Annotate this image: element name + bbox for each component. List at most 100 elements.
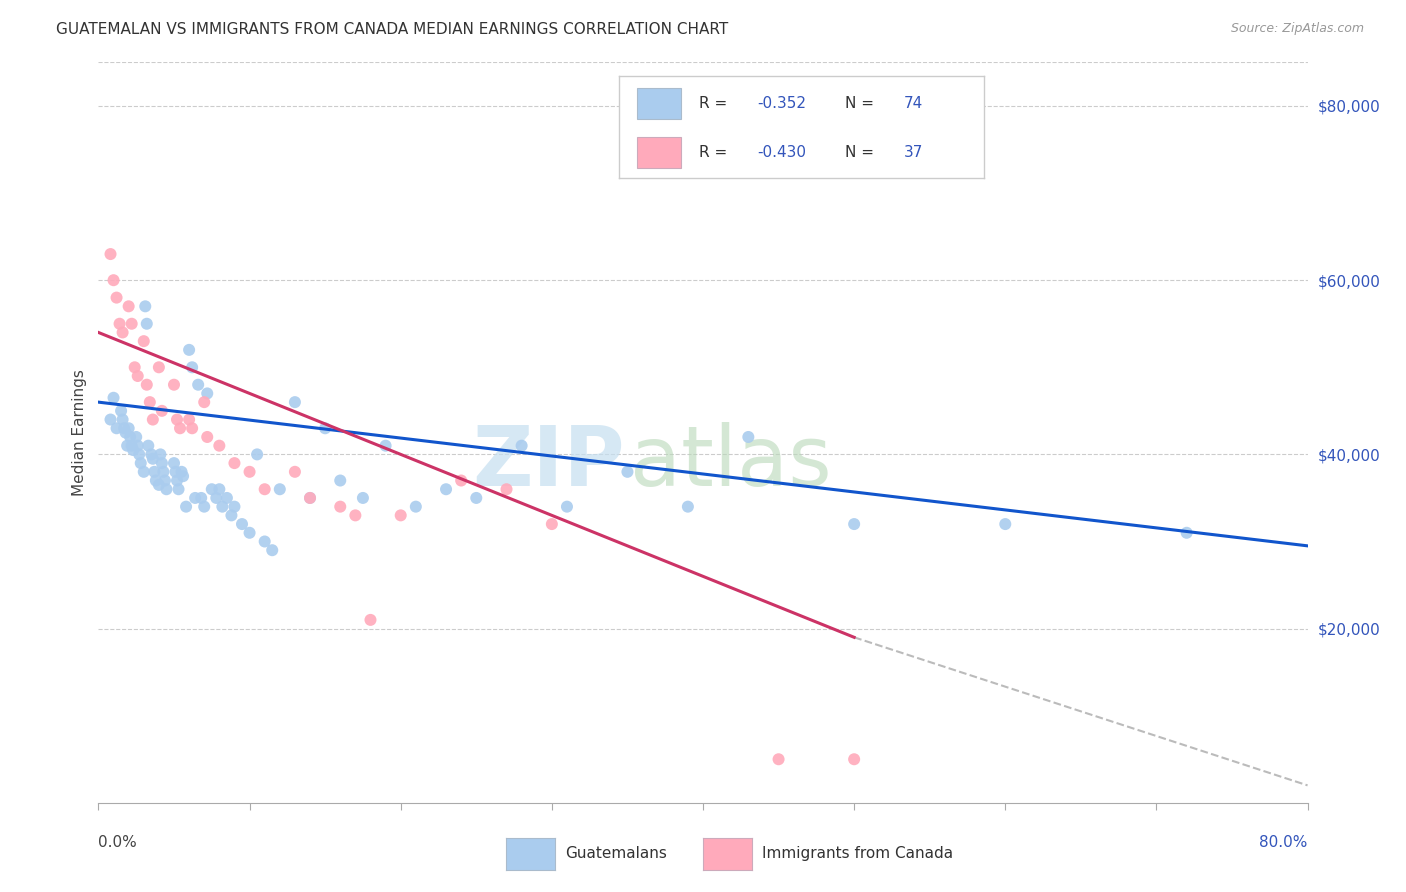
Point	[152, 465, 174, 479]
Text: ZIP: ZIP	[472, 422, 624, 503]
Point	[118, 299, 141, 313]
Point	[184, 491, 207, 505]
Point	[124, 360, 146, 375]
Point	[105, 421, 128, 435]
Point	[122, 443, 145, 458]
Point	[127, 369, 149, 384]
Point	[181, 360, 204, 375]
Point	[136, 439, 159, 453]
Point	[844, 517, 866, 532]
Point	[224, 456, 246, 470]
Point	[163, 456, 186, 470]
Point	[181, 421, 204, 435]
Text: -0.352: -0.352	[758, 96, 807, 111]
Point	[208, 482, 231, 496]
Point	[112, 421, 135, 435]
Point	[299, 491, 322, 505]
Point	[141, 447, 163, 461]
Point	[170, 465, 193, 479]
Point	[360, 613, 382, 627]
Point	[142, 451, 165, 466]
Point	[132, 334, 155, 348]
Point	[205, 491, 228, 505]
Point	[201, 482, 224, 496]
Point	[114, 425, 136, 440]
Point	[110, 404, 132, 418]
Point	[103, 391, 125, 405]
Point	[616, 465, 638, 479]
Point	[166, 412, 188, 426]
Point	[105, 291, 128, 305]
Point	[121, 317, 143, 331]
Bar	[637, 137, 681, 168]
Point	[299, 491, 322, 505]
Point	[253, 534, 276, 549]
Point	[389, 508, 412, 523]
Text: N =: N =	[845, 96, 879, 111]
Point	[284, 395, 307, 409]
Point	[844, 752, 866, 766]
Point	[329, 474, 352, 488]
Point	[215, 491, 238, 505]
Point	[134, 299, 156, 313]
Point	[195, 430, 218, 444]
Point	[163, 377, 186, 392]
Point	[111, 326, 134, 340]
Point	[495, 482, 517, 496]
Text: 74: 74	[904, 96, 922, 111]
Point	[405, 500, 427, 514]
Point	[143, 465, 166, 479]
Point	[676, 500, 699, 514]
Point	[135, 317, 157, 331]
Point	[262, 543, 284, 558]
Point	[103, 273, 125, 287]
Point	[329, 500, 352, 514]
Text: 0.0%: 0.0%	[98, 836, 138, 850]
Point	[284, 465, 307, 479]
Point	[239, 465, 262, 479]
Point	[208, 439, 231, 453]
Point	[108, 317, 131, 331]
Point	[148, 478, 170, 492]
Point	[994, 517, 1017, 532]
Point	[768, 752, 790, 766]
Bar	[637, 88, 681, 119]
Point	[142, 412, 165, 426]
Text: Guatemalans: Guatemalans	[565, 847, 666, 861]
Point	[344, 508, 367, 523]
Point	[187, 377, 209, 392]
Point	[150, 404, 173, 418]
Point	[121, 439, 143, 453]
Text: R =: R =	[699, 96, 733, 111]
Point	[465, 491, 488, 505]
Point	[239, 525, 262, 540]
Text: GUATEMALAN VS IMMIGRANTS FROM CANADA MEDIAN EARNINGS CORRELATION CHART: GUATEMALAN VS IMMIGRANTS FROM CANADA MED…	[56, 22, 728, 37]
Point	[193, 395, 215, 409]
Point	[167, 482, 190, 496]
Text: -0.430: -0.430	[758, 145, 807, 161]
Point	[253, 482, 276, 496]
Point	[174, 500, 197, 514]
Point	[150, 456, 173, 470]
Point	[269, 482, 291, 496]
Point	[540, 517, 562, 532]
Y-axis label: Median Earnings: Median Earnings	[72, 369, 87, 496]
Point	[246, 447, 269, 461]
Point	[737, 430, 759, 444]
Point	[153, 474, 176, 488]
Point	[139, 395, 162, 409]
Point	[555, 500, 578, 514]
Point	[211, 500, 233, 514]
Point	[127, 439, 149, 453]
Point	[100, 412, 122, 426]
Point	[374, 439, 396, 453]
Text: atlas: atlas	[630, 422, 832, 503]
Point	[510, 439, 533, 453]
Point	[111, 412, 134, 426]
Point	[118, 421, 141, 435]
Point	[149, 447, 172, 461]
Point	[100, 247, 122, 261]
Point	[169, 421, 191, 435]
Point	[115, 439, 138, 453]
Point	[314, 421, 336, 435]
